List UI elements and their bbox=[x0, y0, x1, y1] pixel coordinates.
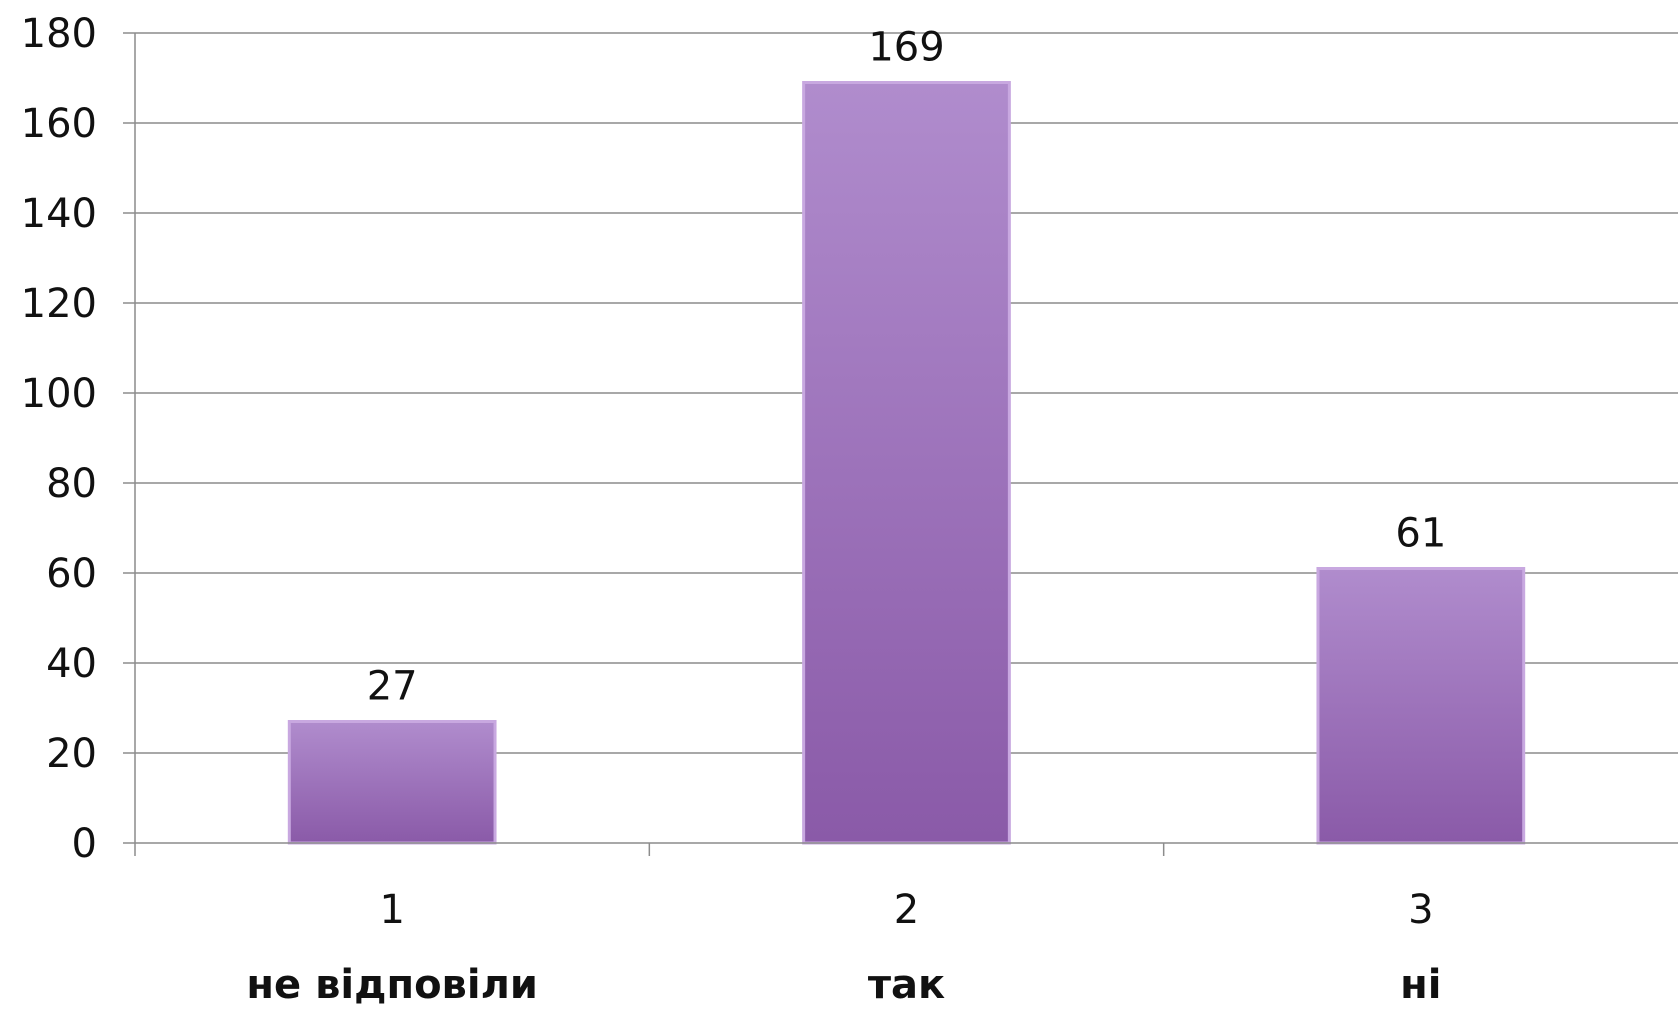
data-label: 169 bbox=[868, 25, 944, 71]
y-tick-label: 140 bbox=[21, 191, 97, 237]
x-tick-label: 2 bbox=[894, 887, 919, 933]
y-tick-label: 120 bbox=[21, 281, 97, 327]
axes bbox=[123, 32, 1678, 856]
x-tick-label: 3 bbox=[1408, 887, 1433, 933]
data-label: 27 bbox=[367, 664, 418, 710]
y-tick-label: 80 bbox=[46, 461, 97, 507]
category-label: не відповіли bbox=[246, 962, 537, 1008]
y-tick-label: 20 bbox=[46, 731, 97, 777]
y-tick-label: 40 bbox=[46, 641, 97, 687]
y-tick-label: 0 bbox=[72, 821, 97, 867]
y-tick-label: 60 bbox=[46, 551, 97, 597]
bar bbox=[1316, 567, 1526, 845]
category-label: так bbox=[868, 962, 945, 1008]
labels: 0 20 40 60 80 100 120 140 160 180 27 1 не відповіли 1… bbox=[21, 11, 1447, 1008]
bars bbox=[287, 81, 1526, 845]
bar bbox=[287, 720, 497, 845]
y-tick-label: 160 bbox=[21, 101, 97, 147]
data-label: 61 bbox=[1395, 511, 1446, 557]
bar bbox=[802, 81, 1011, 845]
x-tick-label: 1 bbox=[379, 887, 404, 933]
y-tick-label: 100 bbox=[21, 371, 97, 417]
y-tick-label: 180 bbox=[21, 11, 97, 57]
category-label: ні bbox=[1400, 962, 1441, 1008]
